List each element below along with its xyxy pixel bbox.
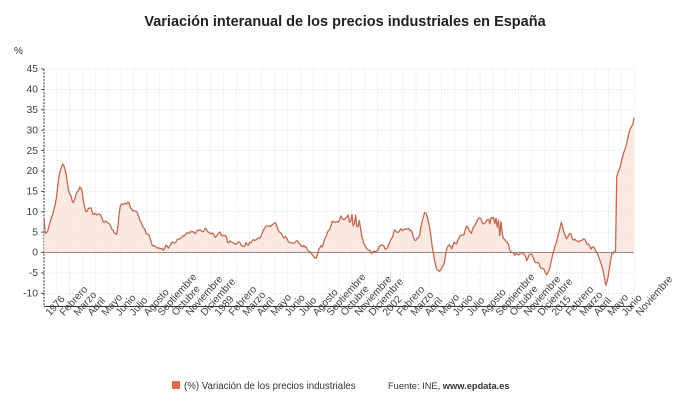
svg-text:-10: -10 xyxy=(23,288,38,299)
svg-text:10: 10 xyxy=(27,207,39,218)
svg-text:5: 5 xyxy=(32,227,38,238)
svg-text:35: 35 xyxy=(27,105,39,116)
svg-text:15: 15 xyxy=(27,187,39,198)
svg-text:25: 25 xyxy=(27,146,39,157)
svg-text:30: 30 xyxy=(27,125,39,136)
svg-text:-5: -5 xyxy=(29,268,38,279)
svg-text:20: 20 xyxy=(27,166,39,177)
svg-text:45: 45 xyxy=(27,64,39,75)
svg-text:40: 40 xyxy=(27,85,39,96)
svg-text:0: 0 xyxy=(32,248,38,259)
